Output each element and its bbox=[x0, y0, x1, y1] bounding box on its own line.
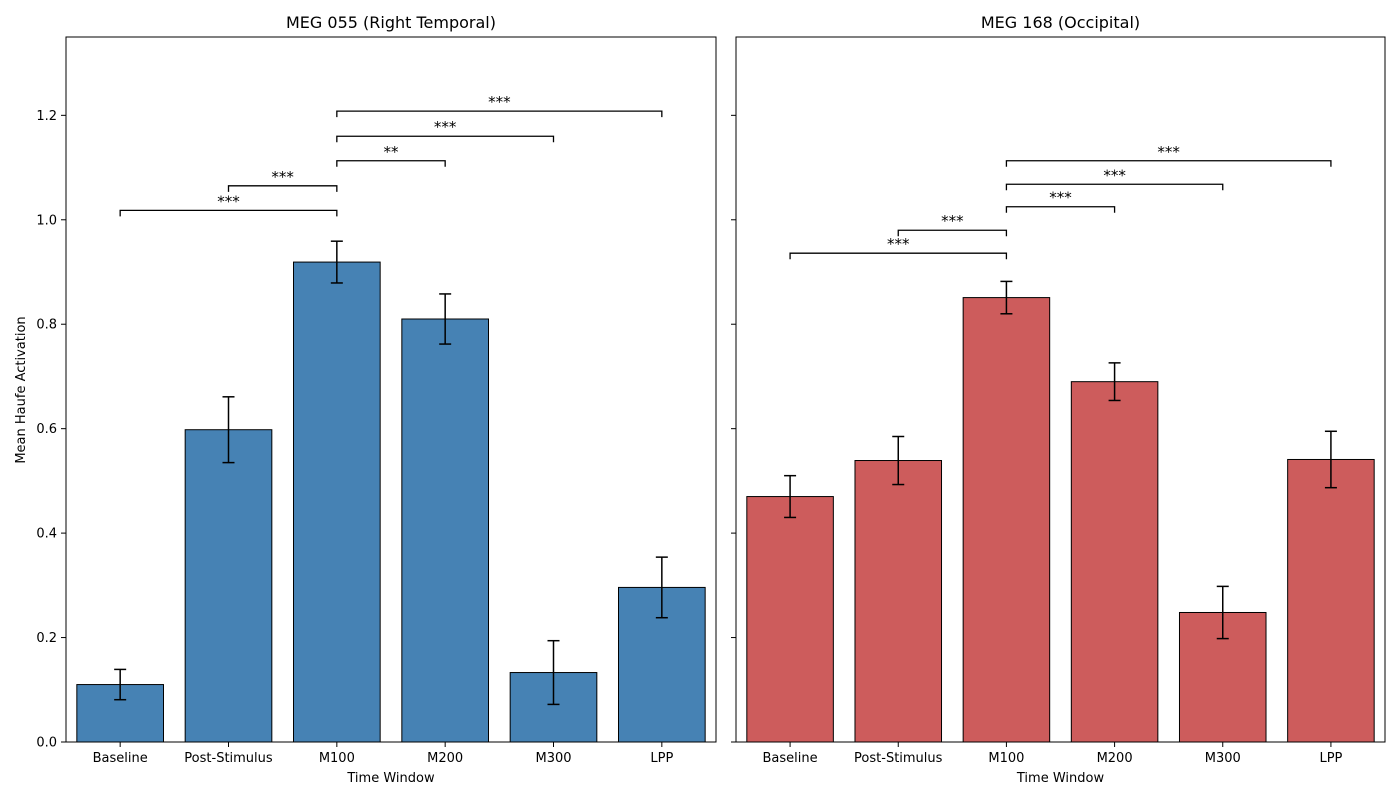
significance-label: *** bbox=[434, 118, 457, 136]
bar-lpp bbox=[1287, 458, 1375, 743]
x-tick-label: Baseline bbox=[763, 751, 818, 766]
significance-bracket bbox=[897, 229, 1008, 237]
significance-label: *** bbox=[1103, 166, 1126, 184]
significance-bracket bbox=[1005, 206, 1116, 213]
significance-bracket bbox=[1005, 183, 1224, 191]
bar-m100 bbox=[293, 261, 381, 743]
significance-bracket bbox=[336, 135, 555, 143]
bar-m100 bbox=[962, 297, 1051, 743]
x-tick-label: M100 bbox=[988, 751, 1024, 766]
significance-bracket bbox=[1005, 160, 1332, 167]
x-tick-label: M200 bbox=[427, 751, 463, 766]
significance-label: *** bbox=[217, 192, 240, 210]
significance-label: *** bbox=[1049, 189, 1072, 207]
significance-label: *** bbox=[1157, 143, 1180, 161]
y-tick-label: 1.2 bbox=[36, 109, 57, 124]
axes-frame bbox=[735, 36, 1386, 743]
y-tick-label: 0.8 bbox=[36, 318, 57, 333]
x-tick-label: Baseline bbox=[93, 751, 148, 766]
bar-post-stimulus bbox=[854, 460, 943, 743]
y-tick-label: 1.0 bbox=[36, 213, 57, 228]
y-tick-label: 0.6 bbox=[36, 422, 57, 437]
significance-bracket bbox=[227, 185, 338, 192]
y-tick-label: 0.0 bbox=[36, 736, 57, 751]
significance-bracket bbox=[119, 209, 338, 217]
x-tick-label: LPP bbox=[1319, 751, 1342, 766]
panel-meg168: MEG 168 (Occipital) *** *** *** *** *** Baseli… bbox=[731, 13, 1386, 786]
significance-label: *** bbox=[271, 168, 294, 186]
x-tick-label: M100 bbox=[319, 751, 355, 766]
x-axis-label: Time Window bbox=[1016, 771, 1105, 786]
x-tick-label: Post-Stimulus bbox=[184, 751, 273, 766]
axes-frame bbox=[65, 36, 717, 743]
y-axis-label: Mean Haufe Activation bbox=[14, 316, 29, 463]
significance-bracket bbox=[336, 110, 663, 118]
x-tick-label: M200 bbox=[1097, 751, 1133, 766]
panel-meg055: MEG 055 (Right Temporal)**************0.… bbox=[36, 13, 717, 786]
chart-title: MEG 168 (Occipital) bbox=[981, 13, 1140, 32]
bar-post-stimulus bbox=[184, 429, 273, 743]
bar-baseline bbox=[746, 496, 834, 743]
significance-label: *** bbox=[488, 93, 511, 111]
x-tick-label: M300 bbox=[535, 751, 571, 766]
y-tick-label: 0.2 bbox=[36, 631, 57, 646]
chart-title: MEG 055 (Right Temporal) bbox=[286, 13, 496, 32]
significance-label: ** bbox=[384, 143, 400, 161]
significance-bracket bbox=[336, 160, 446, 167]
significance-label: *** bbox=[887, 235, 910, 253]
significance-bracket bbox=[789, 252, 1008, 260]
bar-m200 bbox=[1070, 381, 1159, 743]
x-tick-label: LPP bbox=[650, 751, 673, 766]
x-tick-label: Post-Stimulus bbox=[854, 751, 943, 766]
x-tick-label: M300 bbox=[1205, 751, 1241, 766]
y-tick-label: 0.4 bbox=[36, 527, 57, 542]
bar-m200 bbox=[401, 318, 490, 743]
x-axis-label: Time Window bbox=[346, 771, 435, 786]
significance-label: *** bbox=[941, 212, 964, 230]
